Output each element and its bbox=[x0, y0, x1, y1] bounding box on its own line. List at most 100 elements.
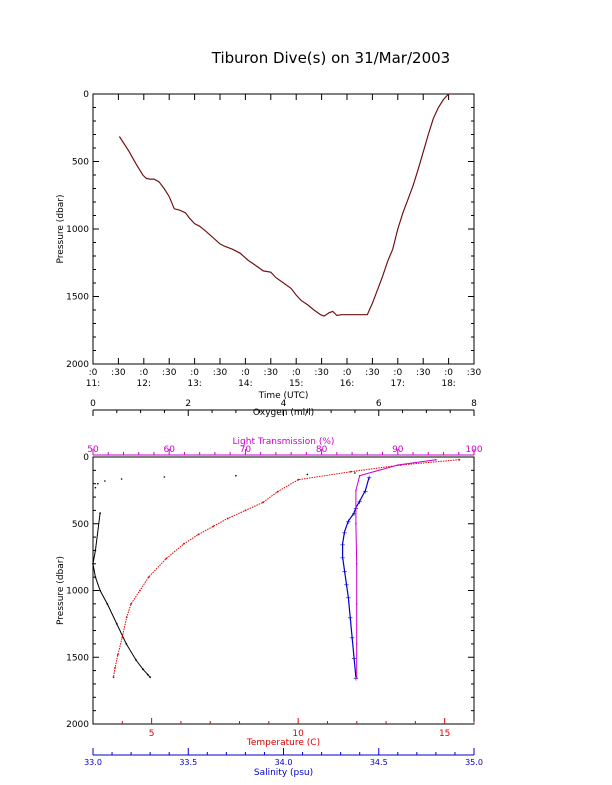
light-tick-label: 70 bbox=[240, 445, 252, 455]
oxygen-point bbox=[120, 478, 123, 480]
y-tick-label: 1000 bbox=[66, 225, 89, 235]
temperature-tick-label: 5 bbox=[149, 729, 155, 739]
x-tick-label: :30 bbox=[314, 368, 329, 378]
oxygen-point bbox=[306, 473, 309, 476]
oxygen-point bbox=[99, 512, 101, 514]
temperature-profile bbox=[113, 459, 460, 678]
plot-frame bbox=[92, 456, 475, 725]
oxygen-axis-label: Oxygen (ml/l) bbox=[253, 408, 314, 418]
temperature-point bbox=[262, 501, 264, 504]
pressure-trace bbox=[118, 93, 450, 317]
temperature-point bbox=[130, 603, 133, 605]
salinity-point: + bbox=[340, 554, 346, 562]
oxygen-point bbox=[106, 603, 109, 605]
temperature-point bbox=[197, 533, 200, 536]
y-axis-label: Pressure (dbar) bbox=[56, 195, 66, 264]
x-tick-hour-label: 12: bbox=[137, 379, 151, 389]
oxygen-tick-label: 2 bbox=[185, 399, 191, 409]
light-transmission-point bbox=[355, 563, 358, 565]
oxygen-point bbox=[235, 474, 237, 477]
temperature-point bbox=[458, 458, 461, 461]
x-tick-label: :0 bbox=[139, 368, 148, 378]
salinity-point: + bbox=[349, 634, 355, 642]
temperature-point bbox=[121, 636, 124, 639]
temperature-point bbox=[244, 509, 247, 512]
x-tick-hour-label: 13: bbox=[187, 379, 201, 389]
oxygen-point bbox=[149, 676, 152, 679]
profile-chart: 0 500 1000 1500 2000 Pressure (dbar) 0 2 4 6 8 Oxyg… bbox=[56, 399, 483, 778]
salinity-point: + bbox=[342, 568, 348, 576]
salinity-point: + bbox=[366, 474, 372, 482]
y-tick-label: 2000 bbox=[66, 720, 89, 730]
y-tick-label: 2000 bbox=[66, 360, 89, 370]
salinity-point: + bbox=[351, 654, 357, 662]
temperature-point bbox=[183, 542, 185, 545]
light-transmission-point bbox=[358, 474, 361, 477]
x-tick-label: :30 bbox=[111, 368, 126, 378]
light-tick-label: 100 bbox=[465, 445, 482, 455]
light-transmission-point bbox=[355, 603, 358, 605]
oxygen-point bbox=[94, 576, 97, 578]
salinity-point: + bbox=[343, 581, 349, 589]
time-pressure-chart: 0500100015002000:011::30:012::30:013::30… bbox=[56, 90, 482, 401]
light-tick-label: 90 bbox=[392, 445, 404, 455]
temperature-point bbox=[226, 517, 229, 520]
light-transmission-point bbox=[355, 489, 357, 492]
salinity-tick-label: 34.0 bbox=[275, 758, 293, 767]
oxygen-point bbox=[94, 486, 97, 489]
temperature-axis-label: Temperature (C) bbox=[246, 738, 320, 748]
oxygen-point bbox=[142, 668, 144, 671]
oxygen-point bbox=[99, 589, 101, 592]
oxygen-profile bbox=[92, 513, 151, 678]
light-axis-label: Light Transmission (%) bbox=[233, 437, 335, 447]
x-tick-label: :0 bbox=[343, 368, 352, 378]
salinity-point: + bbox=[345, 594, 351, 602]
salinity-point: + bbox=[357, 498, 363, 506]
temperature-point bbox=[276, 490, 279, 493]
oxygen-point bbox=[135, 659, 137, 661]
x-tick-label: :30 bbox=[264, 368, 279, 378]
oxygen-point bbox=[94, 549, 97, 552]
salinity-tick-label: 33.5 bbox=[179, 758, 197, 767]
x-tick-hour-label: 11: bbox=[86, 379, 100, 389]
x-tick-label: :30 bbox=[162, 368, 177, 378]
x-tick-label: :0 bbox=[89, 368, 98, 378]
y-tick-label: 0 bbox=[83, 453, 89, 463]
x-axis-label: Time (UTC) bbox=[258, 391, 309, 401]
light-tick-label: 80 bbox=[316, 445, 328, 455]
x-tick-hour-label: 17: bbox=[391, 379, 405, 389]
temperature-point bbox=[212, 525, 215, 528]
x-tick-label: :30 bbox=[416, 368, 431, 378]
salinity-point: + bbox=[351, 510, 357, 518]
x-tick-label: :30 bbox=[213, 368, 228, 378]
page-title: Tiburon Dive(s) on 31/Mar/2003 bbox=[211, 49, 451, 67]
salinity-point: + bbox=[340, 541, 346, 549]
salinity-point: + bbox=[345, 518, 351, 526]
x-tick-hour-label: 15: bbox=[289, 379, 303, 389]
x-tick-label: :30 bbox=[467, 368, 482, 378]
x-tick-label: :30 bbox=[365, 368, 380, 378]
salinity-point: + bbox=[353, 674, 359, 682]
x-tick-hour-label: 16: bbox=[340, 379, 354, 389]
y-tick-label: 0 bbox=[83, 90, 89, 100]
temperature-point bbox=[147, 576, 150, 578]
plot-frame bbox=[92, 93, 475, 365]
temperature-point bbox=[114, 667, 116, 669]
salinity-axis-label: Salinity (psu) bbox=[254, 768, 313, 778]
x-tick-label: :0 bbox=[292, 368, 301, 378]
oxygen-point bbox=[104, 480, 106, 482]
light-transmission-point bbox=[397, 464, 399, 466]
x-tick-label: :0 bbox=[393, 368, 402, 378]
y-tick-label: 1500 bbox=[66, 653, 89, 663]
oxygen-tick-label: 0 bbox=[90, 399, 96, 409]
y-axis-label: Pressure (dbar) bbox=[56, 556, 66, 625]
temperature-point bbox=[139, 589, 141, 592]
x-tick-hour-label: 14: bbox=[238, 379, 252, 389]
light-transmission-point bbox=[355, 676, 358, 679]
temperature-point bbox=[112, 676, 115, 679]
temperature-point bbox=[297, 478, 300, 481]
light-transmission-point bbox=[355, 523, 357, 525]
y-tick-label: 1000 bbox=[66, 587, 89, 597]
oxygen-tick-label: 4 bbox=[281, 399, 287, 409]
x-tick-label: :0 bbox=[190, 368, 199, 378]
